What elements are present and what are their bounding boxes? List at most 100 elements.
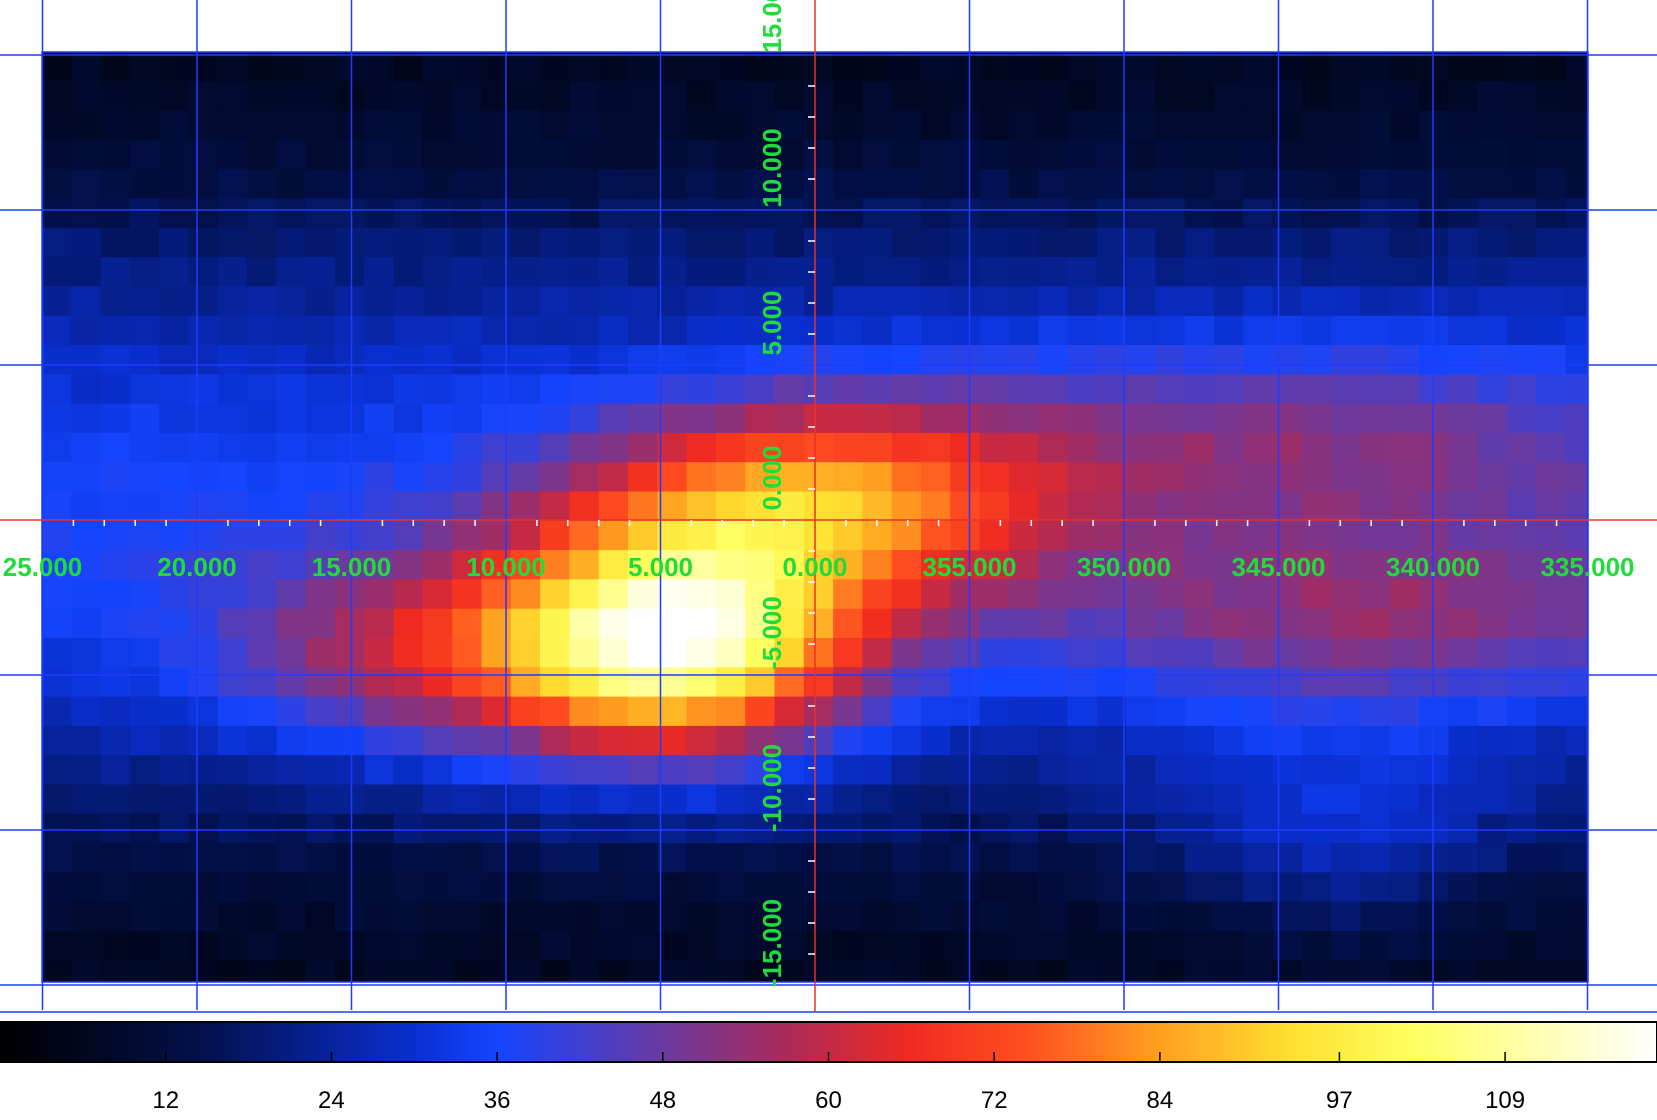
heat-cell [598,667,629,698]
heat-cell [159,491,190,522]
heat-cell [1331,169,1362,200]
heat-cell [1126,608,1156,639]
heat-cell [657,52,688,82]
heat-cell [686,784,717,815]
heat-cell [159,755,190,786]
heat-cell [745,550,776,580]
heat-cell [100,638,131,668]
heat-cell [891,286,922,317]
heat-cell [598,813,629,844]
heat-cell [1038,315,1069,346]
heat-cell [422,696,453,727]
heat-cell [1448,139,1479,170]
heat-cell [1067,813,1098,844]
heat-cell [217,286,248,317]
heat-cell [305,286,336,317]
heat-cell [129,579,160,610]
heat-cell [862,960,893,982]
heat-cell [715,872,746,903]
heat-cell [1155,608,1186,639]
heat-cell [540,843,570,873]
heat-cell [247,345,277,375]
heat-cell [1008,901,1039,932]
heat-cell [100,198,131,229]
heat-cell [1507,579,1537,610]
heat-cell [1331,345,1362,375]
heat-cell [833,696,863,727]
heat-cell [42,315,72,346]
heat-cell [42,491,72,522]
heat-cell [335,491,365,522]
heat-cell [715,432,746,463]
heat-cell [452,608,483,639]
heat-cell [686,579,717,610]
heat-cell [569,931,600,961]
heat-cell [1331,198,1362,229]
heat-cell [393,345,424,375]
heat-cell [276,608,307,639]
heat-cell [1096,725,1127,756]
heat-cell [1565,638,1588,668]
heat-cell [1038,696,1069,727]
heat-cell [100,257,131,287]
heat-cell [1067,432,1098,463]
heat-cell [364,169,395,200]
heat-cell [71,638,102,668]
heat-cell [1565,345,1588,375]
latitude-tick-label: 15.000 [757,0,787,53]
heat-cell [247,784,277,815]
heat-cell [1360,608,1391,639]
heat-cell [1565,374,1588,405]
heat-cell [422,198,453,229]
heat-cell [1214,931,1244,961]
colorbar-tick-label: 72 [981,1087,1008,1114]
heat-cell [452,755,483,786]
heat-cell [921,345,951,375]
heat-cell [657,755,688,786]
heat-cell [335,227,365,258]
heat-cell [803,931,834,961]
heat-cell [1184,432,1215,463]
heat-cell [715,462,746,493]
heat-cell [42,725,72,756]
heat-cell [1272,608,1303,639]
heat-cell [1360,403,1391,434]
heat-cell [129,227,160,258]
heat-cell [1243,755,1274,786]
heat-cell [598,755,629,786]
heat-cell [1126,198,1156,229]
heat-cell [188,198,219,229]
heat-cell [217,520,248,551]
heat-cell [833,110,863,141]
heat-cell [657,403,688,434]
heat-cell [540,872,570,903]
heat-cell [1448,198,1479,229]
heat-cell [569,403,600,434]
heat-cell [129,403,160,434]
heat-cell [598,784,629,815]
heat-cell [1155,462,1186,493]
heat-cell [1419,286,1449,317]
heat-cell [422,550,453,580]
latitude-tick-labels: 15.00010.0005.0000.000-5.000-10.000-15.0… [757,0,787,987]
heat-cell [42,462,72,493]
heat-cell [891,462,922,493]
heat-cell [1331,843,1362,873]
heat-cell [1536,520,1567,551]
heat-cell [393,931,424,961]
heat-cell [1126,52,1156,82]
heat-cell [481,257,512,287]
heat-cell [598,403,629,434]
heat-cell [1272,901,1303,932]
heat-cell [628,169,658,200]
heat-cell [774,550,805,580]
heat-cell [335,315,365,346]
heat-cell [891,198,922,229]
heat-cell [1038,110,1069,141]
heat-cell [305,491,336,522]
heat-cell [715,491,746,522]
heat-cell [452,872,483,903]
heat-cell [745,198,776,229]
heat-cell [1301,520,1332,551]
heat-cell [657,345,688,375]
